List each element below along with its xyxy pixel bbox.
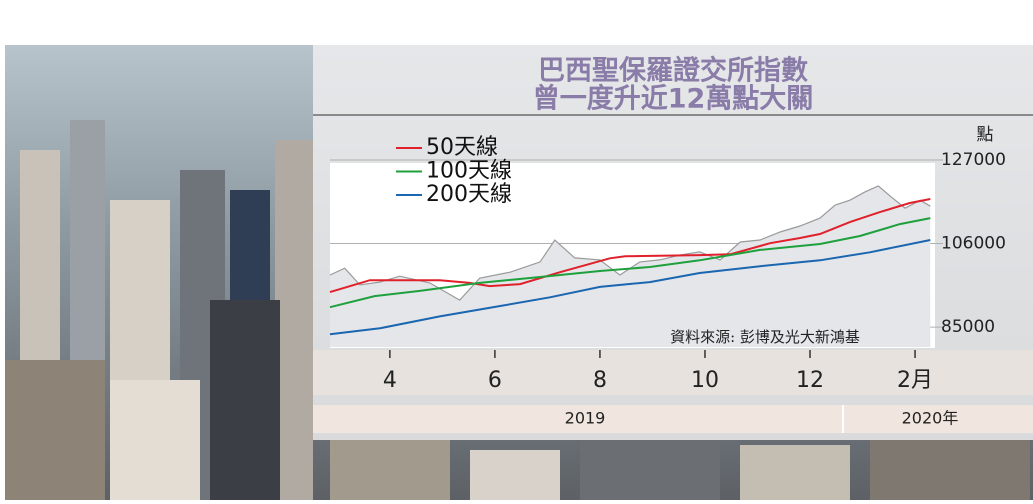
x-tick-label: 4: [383, 368, 397, 393]
y-tick-label: 85000: [941, 317, 995, 337]
legend-label: 50天線: [426, 135, 498, 160]
y-tick-label: 106000: [941, 234, 1006, 254]
title: 巴西聖保羅證交所指數: [538, 55, 808, 87]
chart: 巴西聖保羅證交所指數 曾一度升近12萬點大關 點 2019 2020年 資料來源…: [0, 0, 1033, 500]
title: 曾一度升近12萬點大關: [533, 83, 814, 115]
x-tick-label: 8: [593, 368, 607, 393]
y-tick-label: 127000: [941, 150, 1006, 170]
y-unit: 點: [977, 125, 994, 145]
x-tick-label: 10: [691, 368, 719, 393]
legend-label: 200天線: [426, 182, 512, 207]
x-tick-label: 2月: [897, 368, 933, 393]
x-tick-label: 12: [796, 368, 824, 393]
legend-label: 100天線: [426, 159, 512, 184]
year-label: 2019: [565, 409, 606, 428]
year-label: 2020年: [902, 409, 959, 428]
source: 資料來源: 彭博及光大新鴻基: [670, 328, 860, 346]
x-tick-label: 6: [488, 368, 502, 393]
